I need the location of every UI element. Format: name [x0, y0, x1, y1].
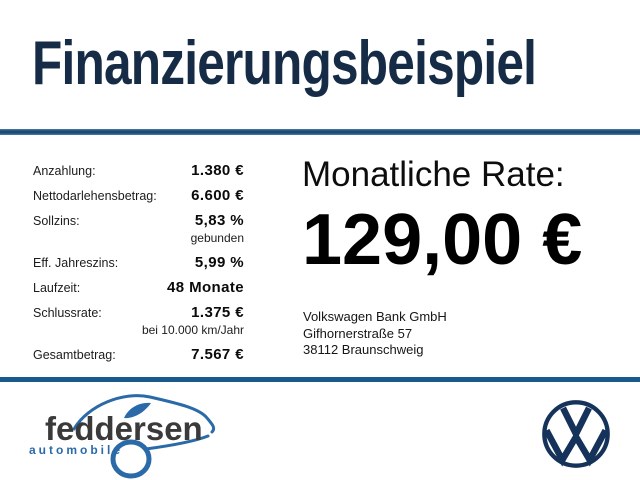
- row-value: 5,99 %: [194, 254, 244, 271]
- table-row: Sollzins: 5,83 %: [33, 212, 244, 229]
- table-row: Nettodarlehensbetrag: 6.600 €: [33, 187, 244, 204]
- row-note: bei 10.000 km/Jahr: [141, 323, 244, 337]
- row-label: Eff. Jahreszins:: [33, 256, 119, 270]
- financing-table: Anzahlung: 1.380 € Nettodarlehensbetrag:…: [33, 162, 244, 371]
- monthly-rate-block: Monatliche Rate: 129,00 €: [302, 155, 632, 281]
- bank-name: Volkswagen Bank GmbH: [303, 309, 447, 324]
- bank-address: Volkswagen Bank GmbH Gifhornerstraße 57 …: [303, 309, 447, 359]
- row-value: 1.380 €: [191, 162, 244, 179]
- row-value: 6.600 €: [191, 187, 244, 204]
- car-outline-sketch-icon: [72, 394, 216, 479]
- bank-city: 38112 Braunschweig: [303, 342, 424, 357]
- row-label: Nettodarlehensbetrag:: [33, 189, 157, 203]
- table-row: Anzahlung: 1.380 €: [33, 162, 244, 179]
- row-label: Gesamtbetrag:: [33, 348, 116, 362]
- dealer-subtitle: automobile: [29, 443, 124, 457]
- top-divider: [0, 129, 640, 135]
- bottom-divider: [0, 377, 640, 382]
- row-value: 1.375 €: [191, 304, 244, 321]
- dealer-logo: feddersen automobile: [28, 390, 248, 480]
- row-label: Sollzins:: [33, 214, 80, 228]
- row-label: Schlussrate:: [33, 306, 102, 320]
- monthly-rate-amount: 129,00 €: [302, 200, 583, 280]
- monthly-rate-heading: Monatliche Rate:: [302, 155, 565, 194]
- row-note: gebunden: [190, 231, 244, 245]
- row-value: 7.567 €: [191, 346, 244, 363]
- vw-roundel-logo-icon: [540, 398, 612, 470]
- page-title: Finanzierungsbeispiel: [32, 29, 537, 98]
- table-row: Gesamtbetrag: 7.567 €: [33, 346, 244, 363]
- row-label: Anzahlung:: [33, 164, 96, 178]
- table-row: Eff. Jahreszins: 5,99 %: [33, 254, 244, 271]
- dealer-name: feddersen: [45, 410, 203, 447]
- table-row: Schlussrate: 1.375 €: [33, 304, 244, 321]
- row-value: 5,83 %: [194, 212, 244, 229]
- row-label: Laufzeit:: [33, 281, 81, 295]
- table-row: Laufzeit: 48 Monate: [33, 279, 244, 296]
- row-value: 48 Monate: [167, 279, 244, 296]
- bank-street: Gifhornerstraße 57: [303, 325, 413, 341]
